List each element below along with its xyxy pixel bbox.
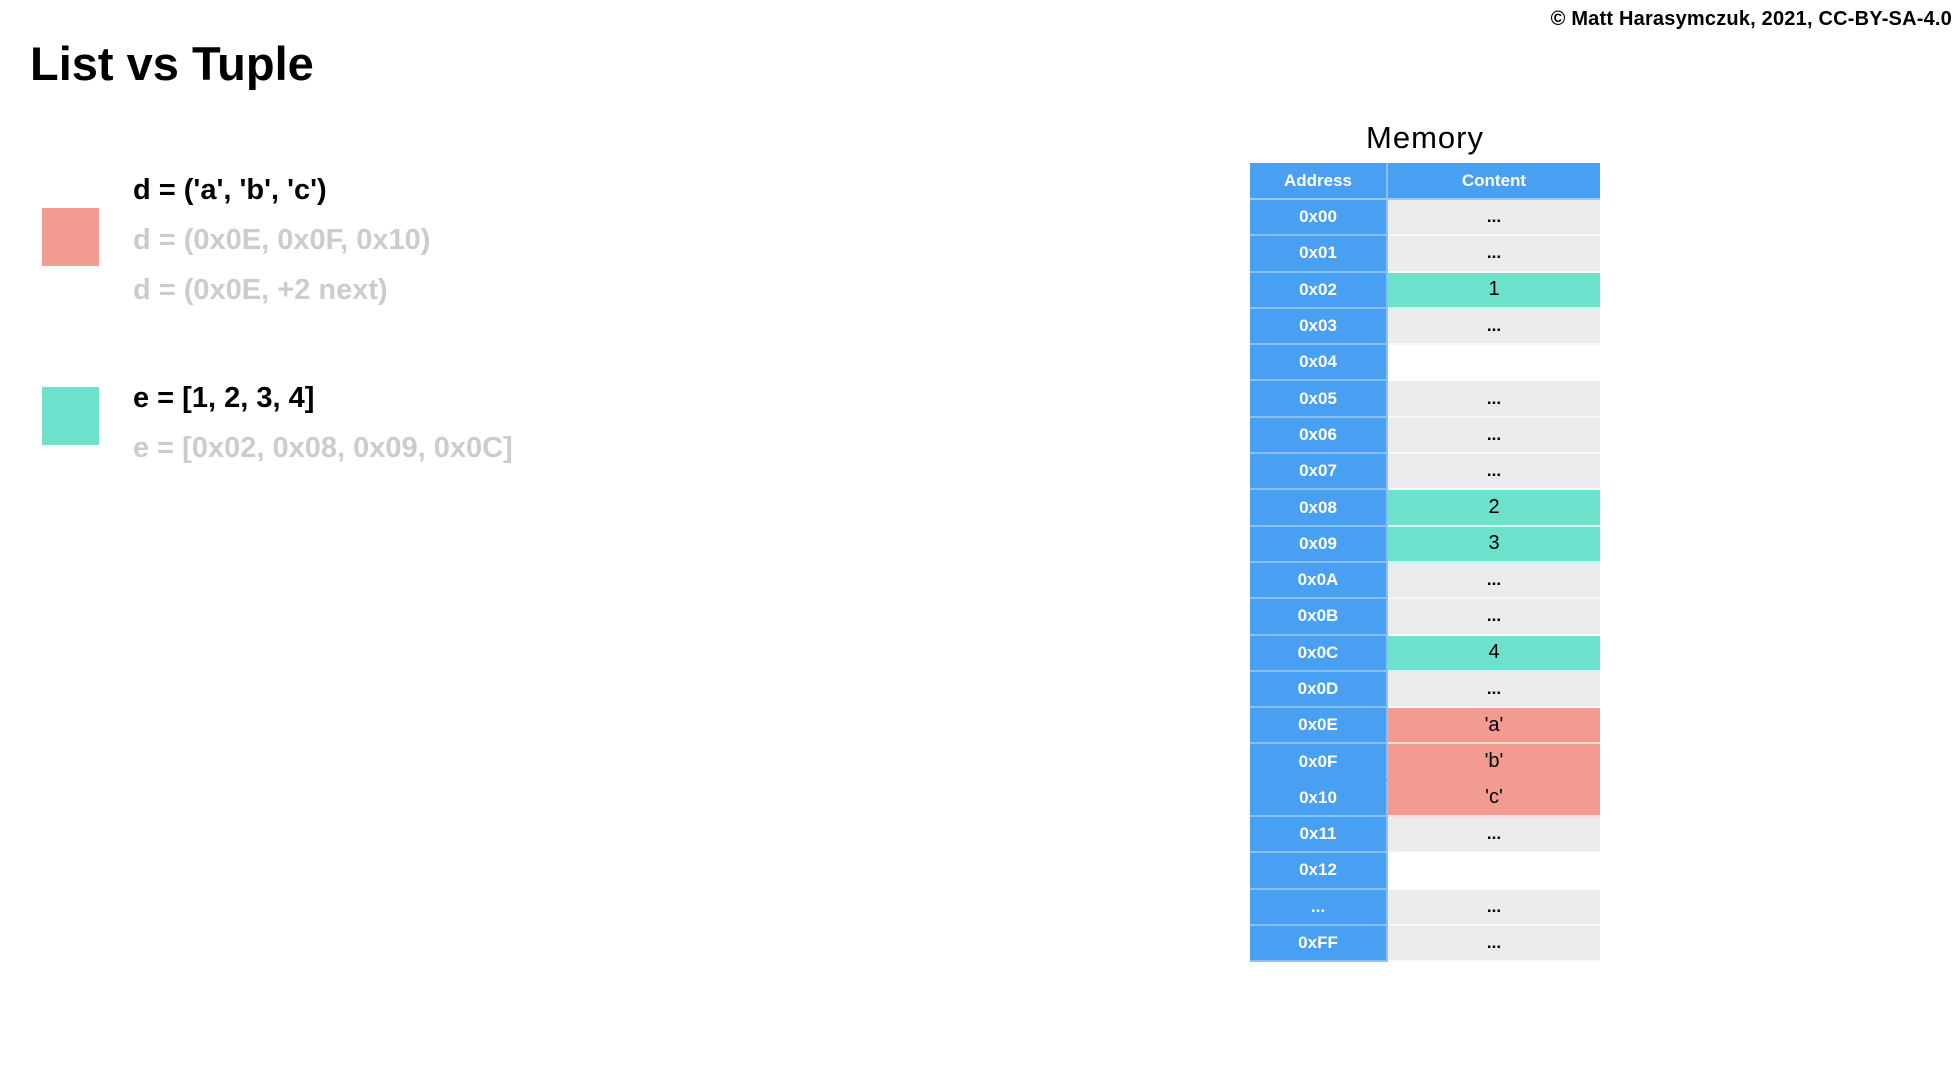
memory-address-cell: 0x12 (1250, 853, 1388, 890)
memory-content-cell: ... (1388, 417, 1600, 455)
list-color-swatch (42, 387, 99, 445)
memory-content-cell: 2 (1388, 490, 1600, 527)
memory-address-cell: 0x0A (1250, 562, 1388, 600)
memory-content-cell: ... (1388, 925, 1600, 963)
memory-table-title: Memory (1366, 120, 1484, 155)
copyright-notice: © Matt Harasymczuk, 2021, CC-BY-SA-4.0 (1550, 8, 1952, 30)
memory-content-cell: ... (1388, 308, 1600, 346)
memory-content-cell: ... (1388, 889, 1600, 926)
tuple-next-line: d = (0x0E, +2 next) (133, 273, 388, 306)
list-address-line: e = [0x02, 0x08, 0x09, 0x0C] (133, 431, 513, 464)
memory-address-cell: 0x0F (1250, 744, 1388, 781)
memory-content-cell: ... (1388, 381, 1600, 418)
memory-content-cell: 'a' (1388, 708, 1600, 745)
memory-address-cell: 0x01 (1250, 236, 1388, 273)
memory-address-cell: 0x02 (1250, 272, 1388, 309)
memory-address-cell: 0x11 (1250, 817, 1388, 854)
page-title: List vs Tuple (30, 37, 314, 90)
tuple-legend-block: d = ('a', 'b', 'c') d = (0x0E, 0x0F, 0x1… (133, 165, 430, 315)
memory-content-cell: 4 (1388, 635, 1600, 672)
memory-address-cell: 0x05 (1250, 381, 1388, 418)
memory-address-cell: 0x06 (1250, 417, 1388, 455)
content-column-header: Content (1388, 163, 1600, 200)
list-legend-block: e = [1, 2, 3, 4] e = [0x02, 0x08, 0x09, … (133, 373, 513, 473)
memory-address-cell: ... (1250, 889, 1388, 926)
memory-address-cell: 0x07 (1250, 454, 1388, 491)
memory-content-cell: 'b' (1388, 744, 1600, 781)
memory-content-cell (1388, 853, 1600, 890)
memory-address-cell: 0x04 (1250, 345, 1388, 382)
tuple-address-line: d = (0x0E, 0x0F, 0x10) (133, 223, 431, 256)
memory-content-cell: 3 (1388, 526, 1600, 563)
memory-address-cell: 0x00 (1250, 200, 1388, 237)
memory-address-cell: 0x03 (1250, 308, 1388, 346)
memory-content-cell: ... (1388, 562, 1600, 600)
memory-content-cell: ... (1388, 200, 1600, 237)
memory-content-cell (1388, 345, 1600, 382)
memory-content-cell: 'c' (1388, 780, 1600, 818)
address-column-header: Address (1250, 163, 1388, 200)
memory-address-cell: 0xFF (1250, 925, 1388, 963)
memory-content-cell: ... (1388, 817, 1600, 854)
memory-content-cell: ... (1388, 454, 1600, 491)
memory-address-cell: 0x0C (1250, 635, 1388, 672)
memory-content-cell: ... (1388, 599, 1600, 636)
memory-address-cell: 0x0D (1250, 671, 1388, 709)
memory-address-cell: 0x10 (1250, 780, 1388, 818)
memory-table: Address Content 0x00... 0x01... 0x02 1 0x03.… (1250, 163, 1600, 963)
memory-address-cell: 0x08 (1250, 490, 1388, 527)
memory-address-cell: 0x0B (1250, 599, 1388, 636)
memory-address-cell: 0x0E (1250, 708, 1388, 745)
tuple-code-line: d = ('a', 'b', 'c') (133, 173, 327, 206)
list-code-line: e = [1, 2, 3, 4] (133, 381, 315, 414)
tuple-color-swatch (42, 208, 99, 266)
memory-content-cell: 1 (1388, 272, 1600, 309)
memory-content-cell: ... (1388, 671, 1600, 709)
memory-address-cell: 0x09 (1250, 526, 1388, 563)
memory-content-cell: ... (1388, 236, 1600, 273)
